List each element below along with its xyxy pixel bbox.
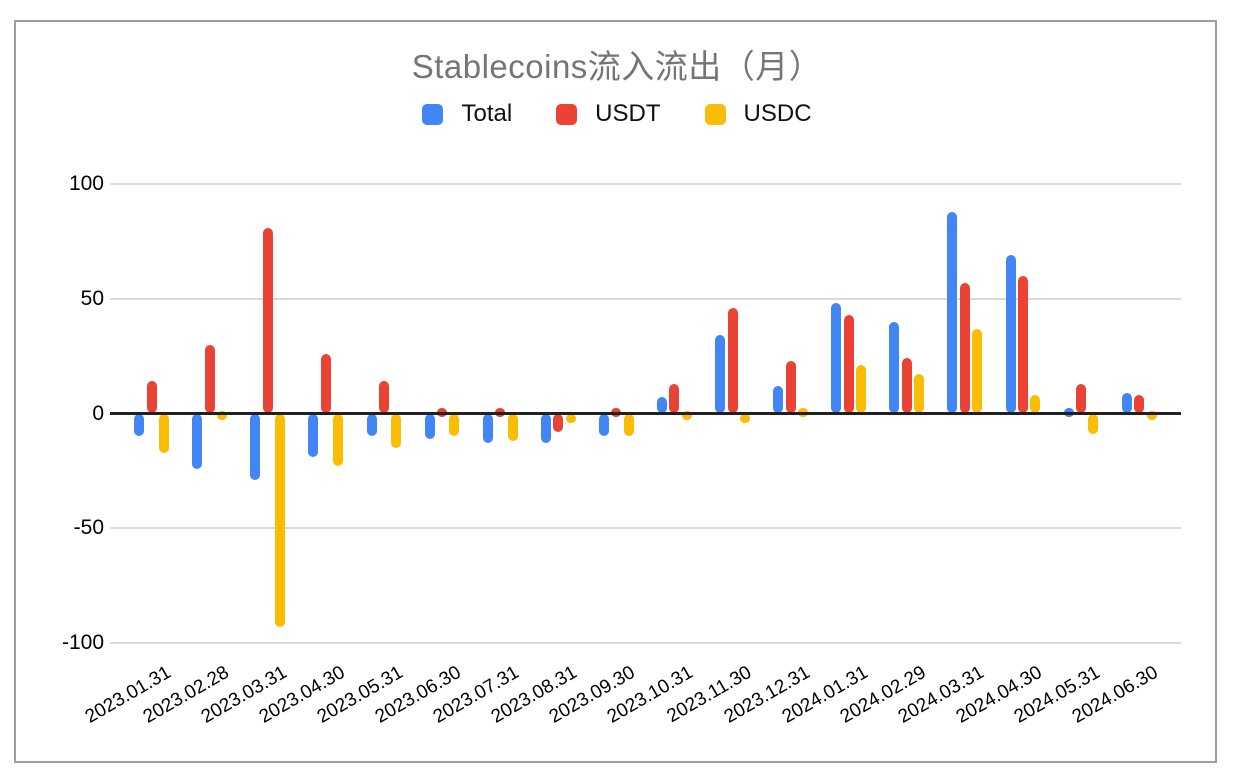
bar-usdc-2023.01.31 [159,413,169,453]
gridline-y--100 [110,642,1181,644]
bar-usdc-2024.02.29 [914,374,925,414]
bar-total-2023.09.30 [598,413,609,437]
legend-item-usdt[interactable]: USDT [556,100,661,128]
bar-usdc-2023.08.31 [565,413,576,423]
bar-total-2024.02.29 [889,321,900,414]
bar-total-2023.02.28 [192,413,203,469]
bar-usdc-2024.03.31 [972,328,983,414]
bar-usdc-2024.04.30 [1030,395,1041,414]
y-axis-tick-label: -100 [61,631,104,654]
bar-usdt-2023.02.28 [204,344,215,414]
y-axis-tick-label: 0 [92,401,104,425]
legend-item-total[interactable]: Total [422,100,512,128]
bar-total-2023.03.31 [250,413,261,481]
bar-usdt-2024.01.31 [843,314,854,414]
bar-usdc-2024.01.31 [856,365,867,414]
bar-total-2023.12.31 [773,385,784,414]
bar-usdc-2023.10.31 [681,410,692,420]
bar-usdc-2024.05.31 [1088,413,1099,435]
x-axis-zero-line [110,412,1181,415]
bar-total-2023.08.31 [540,413,551,444]
y-axis-tick-label: 50 [80,286,104,310]
bar-usdt-2024.04.30 [1017,275,1028,414]
gridline-y-100 [110,183,1181,185]
bar-total-2024.03.31 [947,211,958,414]
bar-usdt-2023.10.31 [669,383,680,414]
chart-title: Stablecoins流入流出（月） [411,48,823,85]
bar-usdc-2024.06.30 [1146,410,1157,420]
bar-total-2023.04.30 [308,413,319,458]
gridline-y--50 [110,527,1181,530]
bar-total-2023.01.31 [134,413,145,437]
bar-usdt-2023.11.30 [727,307,738,414]
bar-total-2023.07.31 [482,413,493,444]
bar-total-2024.04.30 [1005,255,1016,414]
bar-usdc-2023.05.31 [391,413,402,448]
bar-usdc-2023.11.30 [739,413,750,423]
y-axis-tick-label: -50 [73,516,104,540]
y-axis-tick-label: 100 [68,172,104,195]
bar-total-2024.01.31 [831,303,842,414]
legend-item-usdc[interactable]: USDC [704,100,812,128]
legend-label: USDC [743,100,812,127]
bar-total-2023.11.30 [715,335,726,414]
legend-label: Total [461,100,513,127]
bar-usdc-2023.02.28 [217,410,228,420]
bar-usdt-2023.12.31 [785,360,796,414]
legend-swatch-usdc [704,103,726,125]
bar-usdc-2023.04.30 [333,413,344,467]
bar-usdt-2024.06.30 [1134,395,1145,414]
bar-total-2023.10.31 [657,397,667,414]
chart-legend: Total USDT USDC [0,100,1234,128]
bar-usdt-2024.05.31 [1076,383,1087,414]
bar-usdt-2023.03.31 [262,227,273,414]
legend-label: USDT [595,100,661,127]
bar-usdc-2023.07.31 [507,413,518,442]
bar-usdt-2024.03.31 [959,282,970,414]
bar-usdt-2024.02.29 [901,358,912,414]
legend-swatch-usdt [556,103,578,125]
gridline-y-50 [110,297,1181,300]
bar-usdt-2023.08.31 [553,413,564,432]
legend-swatch-total [422,103,444,125]
bar-total-2023.05.31 [366,413,377,437]
bar-usdt-2023.04.30 [320,353,331,414]
bar-usdc-2023.03.31 [275,413,286,627]
bar-usdt-2023.01.31 [146,381,157,414]
bar-usdc-2023.09.30 [623,413,634,437]
bar-usdc-2023.06.30 [449,413,460,437]
bar-total-2024.06.30 [1121,392,1132,414]
bar-usdt-2023.05.31 [378,381,389,414]
bar-total-2023.06.30 [424,413,435,439]
